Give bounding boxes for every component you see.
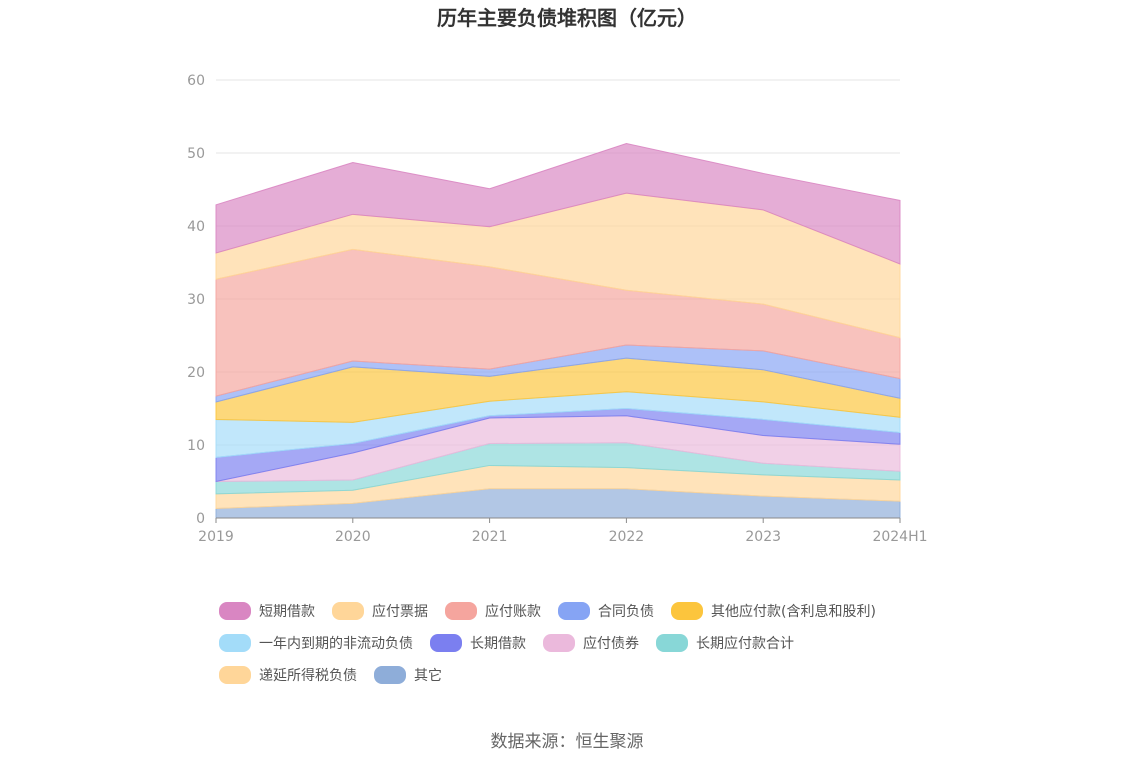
legend-label: 短期借款: [259, 604, 315, 620]
x-tick-label: 2022: [609, 529, 645, 545]
area-series-10: [215, 142, 901, 265]
legend-label: 其他应付款(含利息和股利): [711, 603, 876, 620]
y-tick-label: 60: [187, 73, 205, 89]
legend: 短期借款 应付票据 应付账款 合同负债 其他应付款(含利息和股利) 一年内到期的非流动负债…: [219, 602, 876, 684]
legend-label: 应付账款: [485, 603, 541, 620]
legend-label: 长期借款: [470, 636, 526, 652]
y-tick-label: 30: [187, 292, 205, 308]
legend-swatch: [543, 634, 575, 652]
legend-label: 应付债券: [583, 635, 639, 652]
legend-swatch: [445, 602, 477, 620]
legend-swatch: [374, 666, 406, 684]
legend-label: 递延所得税负债: [259, 667, 357, 684]
y-tick-label: 0: [196, 511, 205, 527]
legend-label: 其它: [414, 667, 442, 684]
legend-item[interactable]: 短期借款: [219, 602, 315, 620]
legend-swatch: [671, 602, 703, 620]
legend-item[interactable]: 一年内到期的非流动负债: [219, 634, 413, 652]
y-tick-label: 40: [187, 219, 205, 235]
legend-label: 一年内到期的非流动负债: [259, 636, 413, 652]
x-tick-label: 2024H1: [872, 529, 927, 545]
legend-swatch: [332, 602, 364, 620]
legend-swatch: [558, 602, 590, 620]
legend-swatch: [219, 634, 251, 652]
legend-swatch: [656, 634, 688, 652]
legend-label: 合同负债: [598, 604, 654, 620]
legend-item[interactable]: 长期借款: [430, 634, 526, 652]
x-tick-label: 2021: [472, 529, 508, 545]
legend-item[interactable]: 长期应付款合计: [656, 634, 794, 652]
legend-item[interactable]: 应付票据: [332, 602, 428, 620]
legend-label: 应付票据: [372, 603, 428, 620]
x-tick-label: 2019: [198, 529, 234, 545]
data-source-note: 数据来源：恒生聚源: [491, 732, 644, 752]
y-tick-label: 20: [187, 365, 205, 381]
legend-item[interactable]: 应付债券: [543, 634, 639, 652]
legend-item[interactable]: 其他应付款(含利息和股利): [671, 602, 876, 620]
area-series: [215, 142, 901, 519]
x-tick-label: 2023: [745, 529, 781, 545]
legend-swatch: [430, 634, 462, 652]
x-tick-label: 2020: [335, 529, 371, 545]
legend-item[interactable]: 合同负债: [558, 602, 654, 620]
y-tick-label: 50: [187, 146, 205, 162]
legend-swatch: [219, 602, 251, 620]
legend-item[interactable]: 应付账款: [445, 602, 541, 620]
legend-swatch: [219, 666, 251, 684]
legend-item[interactable]: 递延所得税负债: [219, 666, 357, 684]
axes: 0 10 20 30 40 50 60 2019 2020 2021 2022 2023 2024H1: [187, 73, 927, 545]
legend-item[interactable]: 其它: [374, 666, 442, 684]
chart-title: 历年主要负债堆积图（亿元）: [437, 6, 697, 30]
legend-label: 长期应付款合计: [696, 635, 794, 652]
y-tick-label: 10: [187, 438, 205, 454]
